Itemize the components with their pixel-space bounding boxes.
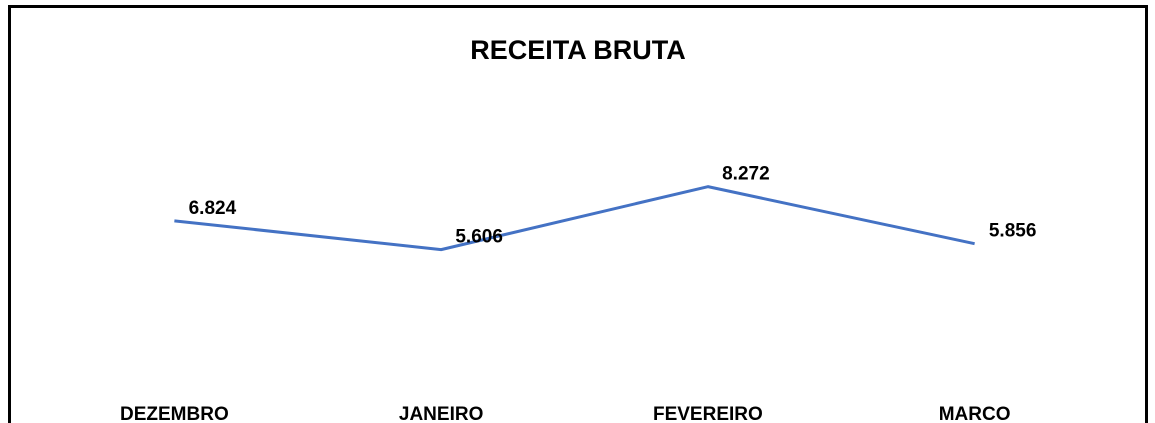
data-label: 5.606	[455, 227, 503, 248]
x-tick-label: FEVEREIRO	[653, 404, 763, 423]
x-tick-label: JANEIRO	[399, 404, 483, 423]
data-label: 5.856	[989, 221, 1037, 242]
chart-frame	[8, 5, 1148, 423]
data-label: 6.824	[189, 198, 237, 219]
data-label: 8.272	[722, 164, 770, 185]
chart-title: RECEITA BRUTA	[470, 35, 686, 65]
x-tick-label: DEZEMBRO	[120, 404, 229, 423]
x-tick-label: MARCO	[939, 404, 1011, 423]
line	[174, 185, 975, 252]
